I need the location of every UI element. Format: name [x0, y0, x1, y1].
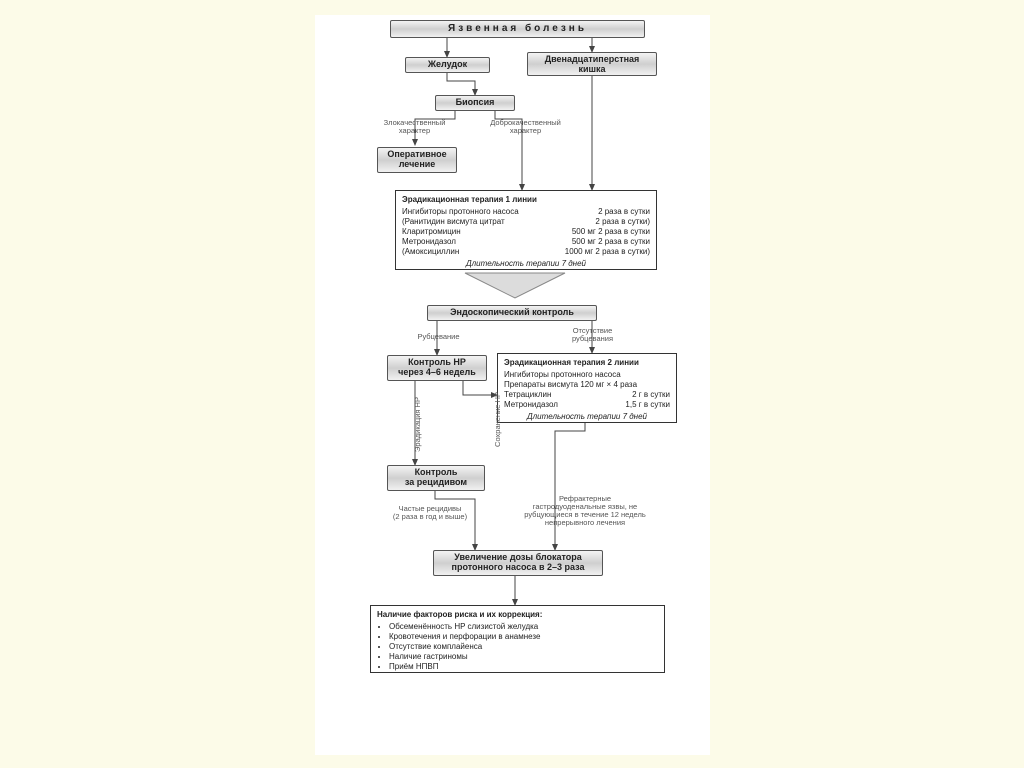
node-surgery: Оперативноелечение — [377, 147, 457, 173]
node-endo: Эндоскопический контроль — [427, 305, 597, 321]
content-risks: Наличие факторов риска и их коррекция:Об… — [370, 605, 665, 673]
vlabel-save_lbl: Сохранение HP — [493, 392, 502, 447]
vlabel-erad_lbl: Эрадикация HP — [413, 397, 422, 452]
label-scar: Рубцевание — [411, 333, 466, 341]
node-recur: Контрольза рецидивом — [387, 465, 485, 491]
node-duodenum: Двенадцатиперстнаякишка — [527, 52, 657, 76]
content-therapy2: Эрадикационная терапия 2 линииИнгибиторы… — [497, 353, 677, 423]
node-biopsy: Биопсия — [435, 95, 515, 111]
node-stomach: Желудок — [405, 57, 490, 73]
label-refract: Рефрактерныегастродуоденальные язвы, нер… — [505, 495, 665, 527]
label-noscar: Отсутствиерубцевания — [565, 327, 620, 343]
label-malignant: Злокачественныйхарактер — [377, 119, 452, 135]
node-title: Язвенная болезнь — [390, 20, 645, 38]
node-dose: Увеличение дозы блокаторапротонного насо… — [433, 550, 603, 576]
node-hpcontrol: Контроль HPчерез 4–6 недель — [387, 355, 487, 381]
label-freq: Частые рецидивы(2 раза в год и выше) — [375, 505, 485, 521]
content-therapy1: Эрадикационная терапия 1 линииИнгибиторы… — [395, 190, 657, 270]
flowchart-area: Язвенная болезнь Желудок Двенадцатиперстна… — [315, 15, 710, 755]
label-benign: Доброкачественныйхарактер — [483, 119, 568, 135]
